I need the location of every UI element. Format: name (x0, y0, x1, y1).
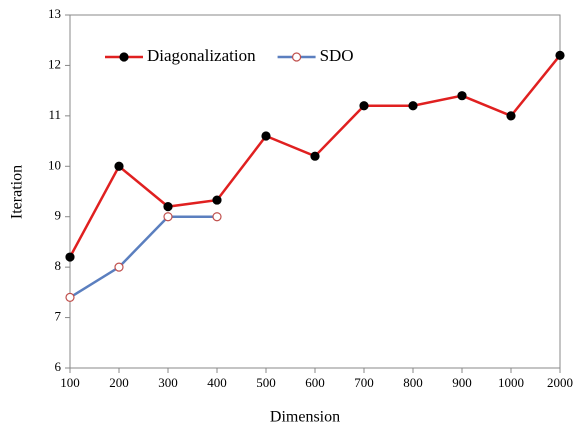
data-point (457, 91, 467, 101)
y-tick-label: 7 (55, 309, 62, 324)
data-point (261, 131, 271, 141)
legend-marker (291, 52, 302, 62)
legend-label: SDO (320, 46, 354, 65)
data-point (555, 50, 565, 60)
y-tick-label: 12 (48, 56, 61, 71)
plot-frame (69, 14, 561, 369)
y-tick-label: 10 (48, 157, 61, 172)
x-tick-label: 400 (207, 375, 227, 390)
data-point (310, 151, 320, 161)
data-point (163, 212, 173, 222)
x-tick-label: 2000 (547, 375, 573, 390)
data-point (65, 292, 75, 302)
x-tick-label: 600 (305, 375, 325, 390)
series-line (69, 215, 217, 299)
legend: Diagonalization SDO (105, 46, 354, 65)
x-tick-label: 900 (452, 375, 472, 390)
data-point (114, 262, 124, 272)
x-tick-label: 500 (256, 375, 276, 390)
y-tick-label: 9 (55, 208, 62, 223)
data-point (212, 212, 222, 222)
x-axis-title: Dimension (270, 409, 340, 426)
x-tick-label: 100 (60, 375, 80, 390)
y-tick-label: 6 (55, 359, 62, 374)
data-point (163, 202, 173, 212)
data-point (65, 252, 75, 262)
data-point (408, 101, 418, 111)
y-tick-label: 8 (55, 258, 62, 273)
x-tick-label: 800 (403, 375, 423, 390)
data-point (212, 195, 222, 205)
data-point (359, 101, 369, 111)
y-tick-label: 13 (48, 6, 61, 21)
x-tick-label: 300 (158, 375, 178, 390)
y-tick-label: 11 (48, 107, 61, 122)
data-point (114, 161, 124, 171)
x-tick-label: 700 (354, 375, 374, 390)
x-tick-label: 1000 (498, 375, 524, 390)
x-tick-label: 200 (109, 375, 129, 390)
data-point (506, 111, 516, 121)
legend-label: Diagonalization (147, 46, 256, 65)
y-axis-title: Iteration (9, 165, 26, 219)
legend-marker (119, 52, 129, 62)
